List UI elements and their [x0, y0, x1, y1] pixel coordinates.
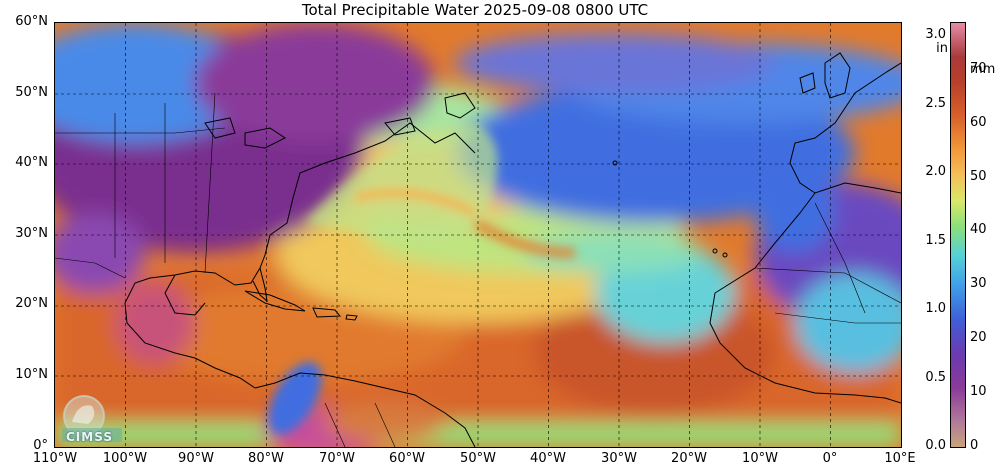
lon-label-100w: 100°W [95, 452, 155, 466]
colorbar-mm-tick: 10 [970, 385, 1000, 398]
lon-label-40w: 40°W [518, 452, 578, 466]
lon-label-10e: 10°E [870, 452, 930, 466]
cimss-logo-text: CIMSS [66, 430, 113, 444]
colorbar-mm-tick: 40 [970, 223, 1000, 236]
colorbar-mm-tick: 20 [970, 331, 1000, 344]
lat-label-50n: 50°N [0, 86, 48, 100]
colorbar-in-tick: 2.5 [918, 97, 946, 110]
colorbar-mm-tick: 50 [970, 170, 1000, 183]
lat-label-30n: 30°N [0, 227, 48, 241]
colorbar-mm-tick: 60 [970, 116, 1000, 129]
colorbar-in-tick: 1.5 [918, 234, 946, 247]
lon-label-70w: 70°W [307, 452, 367, 466]
colorbar [950, 22, 966, 448]
lon-label-50w: 50°W [448, 452, 508, 466]
colorbar-in-unit: in [926, 42, 948, 56]
colorbar-in-tick: 0.5 [918, 371, 946, 384]
lon-label-0: 0° [800, 452, 860, 466]
map-canvas [55, 23, 901, 447]
colorbar-mm-tick: 0 [970, 439, 1000, 452]
lon-label-60w: 60°W [377, 452, 437, 466]
lon-label-10w: 10°W [730, 452, 790, 466]
colorbar-gradient [951, 23, 965, 447]
lat-label-10n: 10°N [0, 368, 48, 382]
colorbar-mm-tick: 30 [970, 277, 1000, 290]
lat-label-40n: 40°N [0, 156, 48, 170]
lon-label-80w: 80°W [236, 452, 296, 466]
tpw-map [54, 22, 902, 448]
lon-label-20w: 20°W [659, 452, 719, 466]
lon-label-110w: 110°W [25, 452, 85, 466]
colorbar-in-tick: 1.0 [918, 302, 946, 315]
colorbar-in-tick: 3.0 [918, 28, 946, 41]
lon-label-90w: 90°W [166, 452, 226, 466]
chart-title: Total Precipitable Water 2025-09-08 0800… [0, 0, 950, 20]
lon-label-30w: 30°W [589, 452, 649, 466]
colorbar-in-tick: 2.0 [918, 165, 946, 178]
lat-label-60n: 60°N [0, 15, 48, 29]
lat-label-20n: 20°N [0, 297, 48, 311]
colorbar-mm-tick: 70 [970, 62, 1000, 75]
colorbar-in-tick: 0.0 [918, 439, 946, 452]
